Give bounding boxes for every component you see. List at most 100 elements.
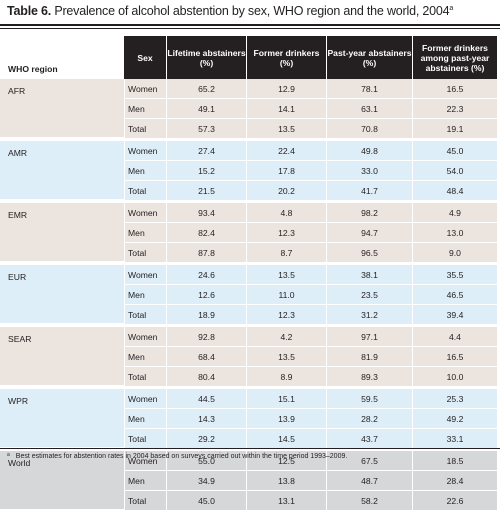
value-cell: 4.8	[246, 203, 326, 223]
header-sex: Sex	[124, 36, 166, 79]
value-cell: 41.7	[326, 181, 412, 200]
group-gap	[0, 200, 497, 203]
value-cell: 27.4	[166, 141, 246, 161]
value-cell: 57.3	[166, 119, 246, 138]
value-cell: 4.9	[412, 203, 497, 223]
value-cell: 29.2	[166, 429, 246, 448]
value-cell: 49.8	[326, 141, 412, 161]
sex-cell: Women	[124, 79, 166, 99]
sex-cell: Total	[124, 305, 166, 324]
footnote: a Best estimates for abstention rates in …	[7, 452, 347, 460]
table-row: AFR Women 65.2 12.9 78.1 16.5	[0, 79, 497, 138]
value-cell: 18.5	[412, 451, 497, 471]
value-cell: 44.5	[166, 389, 246, 409]
title-footnote-marker: a	[449, 4, 454, 12]
table-row: Men 14.3 13.9 28.2 49.2	[0, 409, 497, 429]
header-lifetime-abstainers: Lifetime abstainers (%)	[166, 36, 246, 79]
value-cell: 63.1	[326, 99, 412, 119]
value-cell: 28.4	[412, 471, 497, 491]
value-cell: 10.0	[412, 367, 497, 386]
value-cell: 23.5	[326, 285, 412, 305]
header-past-year-abstainers: Past-year abstainers (%)	[326, 36, 412, 79]
table-row: Total 21.5 20.2 41.7 48.4	[0, 181, 497, 200]
table-row: Men 49.1 14.1 63.1 22.3	[0, 99, 497, 119]
value-cell: 14.1	[246, 99, 326, 119]
bottom-rule	[0, 448, 500, 449]
table-row: Men 82.4 12.3 94.7 13.0	[0, 223, 497, 243]
value-cell: 13.5	[246, 119, 326, 138]
sex-cell: Total	[124, 119, 166, 138]
group-gap	[0, 324, 497, 327]
footnote-text: Best estimates for abstention rates in 2…	[15, 453, 348, 460]
value-cell: 59.5	[326, 389, 412, 409]
value-cell: 65.2	[166, 79, 246, 99]
value-cell: 78.1	[326, 79, 412, 99]
value-cell: 70.8	[326, 119, 412, 138]
table-row: EUR Women 24.6 13.5 38.1 35.5	[0, 265, 497, 324]
value-cell: 15.2	[166, 161, 246, 181]
top-rule	[0, 24, 500, 26]
value-cell: 15.1	[246, 389, 326, 409]
value-cell: 21.5	[166, 181, 246, 200]
region-cell: WPR	[0, 389, 124, 448]
sex-cell: Total	[124, 429, 166, 448]
value-cell: 89.3	[326, 367, 412, 386]
sex-cell: Men	[124, 347, 166, 367]
footnote-marker: a	[7, 452, 10, 458]
value-cell: 34.9	[166, 471, 246, 491]
value-cell: 13.9	[246, 409, 326, 429]
table-row: AMR Women 27.4 22.4 49.8 45.0	[0, 141, 497, 200]
value-cell: 80.4	[166, 367, 246, 386]
sex-cell: Men	[124, 223, 166, 243]
value-cell: 25.3	[412, 389, 497, 409]
sex-cell: Women	[124, 327, 166, 347]
value-cell: 19.1	[412, 119, 497, 138]
value-cell: 96.5	[326, 243, 412, 262]
value-cell: 8.9	[246, 367, 326, 386]
sex-cell: Men	[124, 471, 166, 491]
value-cell: 48.7	[326, 471, 412, 491]
value-cell: 14.5	[246, 429, 326, 448]
value-cell: 4.4	[412, 327, 497, 347]
group-gap	[0, 262, 497, 265]
value-cell: 12.3	[246, 305, 326, 324]
table-row: WPR Women 44.5 15.1 59.5 25.3	[0, 389, 497, 448]
table-row: Total 57.3 13.5 70.8 19.1	[0, 119, 497, 138]
top-rule-thin	[0, 28, 500, 29]
value-cell: 4.2	[246, 327, 326, 347]
value-cell: 9.0	[412, 243, 497, 262]
value-cell: 13.5	[246, 265, 326, 285]
table-label: Table 6.	[7, 4, 52, 18]
value-cell: 13.1	[246, 491, 326, 510]
table-row: Total 87.8 8.7 96.5 9.0	[0, 243, 497, 262]
value-cell: 14.3	[166, 409, 246, 429]
value-cell: 38.1	[326, 265, 412, 285]
value-cell: 93.4	[166, 203, 246, 223]
value-cell: 54.0	[412, 161, 497, 181]
sex-cell: Women	[124, 203, 166, 223]
sex-cell: Women	[124, 141, 166, 161]
sex-cell: Total	[124, 491, 166, 510]
region-cell: EMR	[0, 203, 124, 262]
table-row: Total 80.4 8.9 89.3 10.0	[0, 367, 497, 386]
value-cell: 31.2	[326, 305, 412, 324]
value-cell: 87.8	[166, 243, 246, 262]
value-cell: 33.1	[412, 429, 497, 448]
value-cell: 16.5	[412, 79, 497, 99]
table-row: Total 29.2 14.5 43.7 33.1	[0, 429, 497, 448]
region-cell: SEAR	[0, 327, 124, 386]
region-cell: AMR	[0, 141, 124, 200]
table-row: Men 15.2 17.8 33.0 54.0	[0, 161, 497, 181]
value-cell: 24.6	[166, 265, 246, 285]
region-cell: EUR	[0, 265, 124, 324]
value-cell: 13.5	[246, 347, 326, 367]
value-cell: 12.6	[166, 285, 246, 305]
value-cell: 45.0	[412, 141, 497, 161]
value-cell: 46.5	[412, 285, 497, 305]
value-cell: 22.4	[246, 141, 326, 161]
value-cell: 22.3	[412, 99, 497, 119]
value-cell: 43.7	[326, 429, 412, 448]
group-gap	[0, 386, 497, 389]
table-figure: Table 6. Prevalence of alcohol abstentio…	[0, 4, 500, 510]
value-cell: 82.4	[166, 223, 246, 243]
